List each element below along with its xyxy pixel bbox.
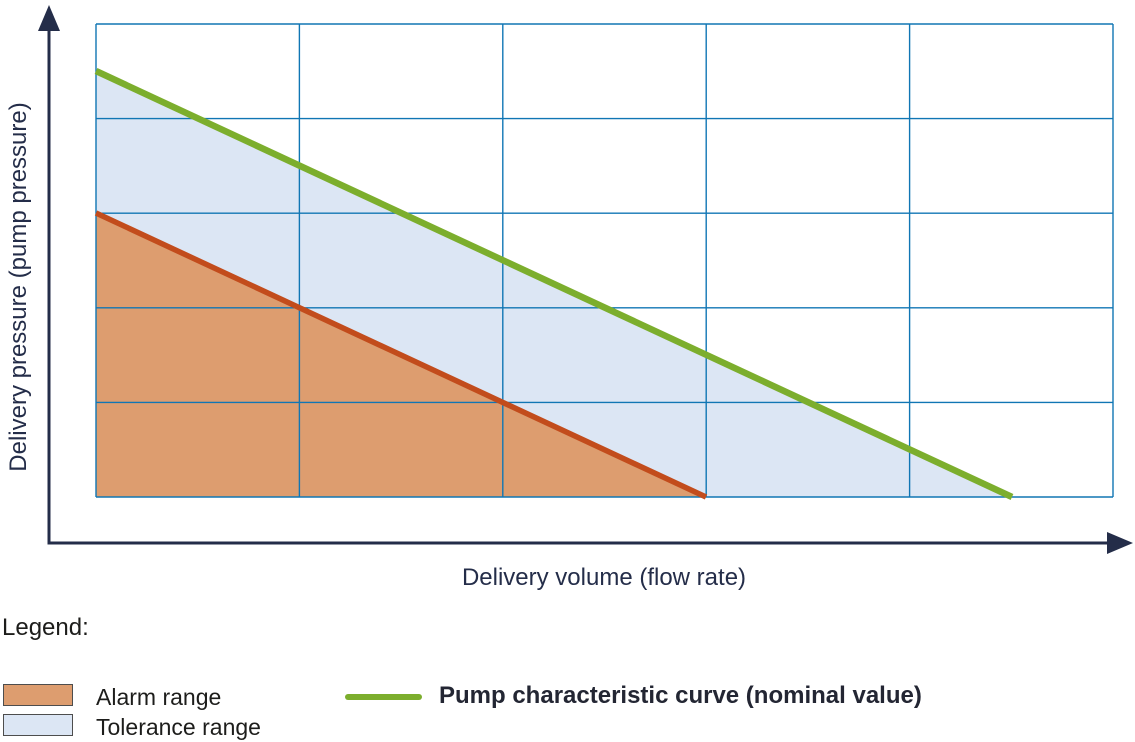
pump-curve-swatch <box>345 694 422 700</box>
axes <box>47 26 1112 545</box>
y-axis-arrow-icon <box>38 5 60 31</box>
x-axis-arrow-icon <box>1107 532 1133 554</box>
tolerance-range-legend-label: Tolerance range <box>96 714 261 740</box>
alarm-range-swatch <box>3 684 73 706</box>
legend-title: Legend: <box>2 614 89 641</box>
x-axis-label: Delivery volume (flow rate) <box>462 564 746 591</box>
alarm-range-legend-label: Alarm range <box>96 684 222 710</box>
pump-curve-line <box>94 68 1014 500</box>
pump-curve-legend-label: Pump characteristic curve (nominal value… <box>439 682 922 709</box>
alarm-limit-line <box>94 210 708 500</box>
y-axis-label: Delivery pressure (pump pressure) <box>5 102 32 471</box>
grid-lines <box>95 23 1114 498</box>
chart-canvas: Delivery volume (flow rate) Delivery pre… <box>5 5 1133 591</box>
tolerance-range-swatch <box>3 714 73 736</box>
